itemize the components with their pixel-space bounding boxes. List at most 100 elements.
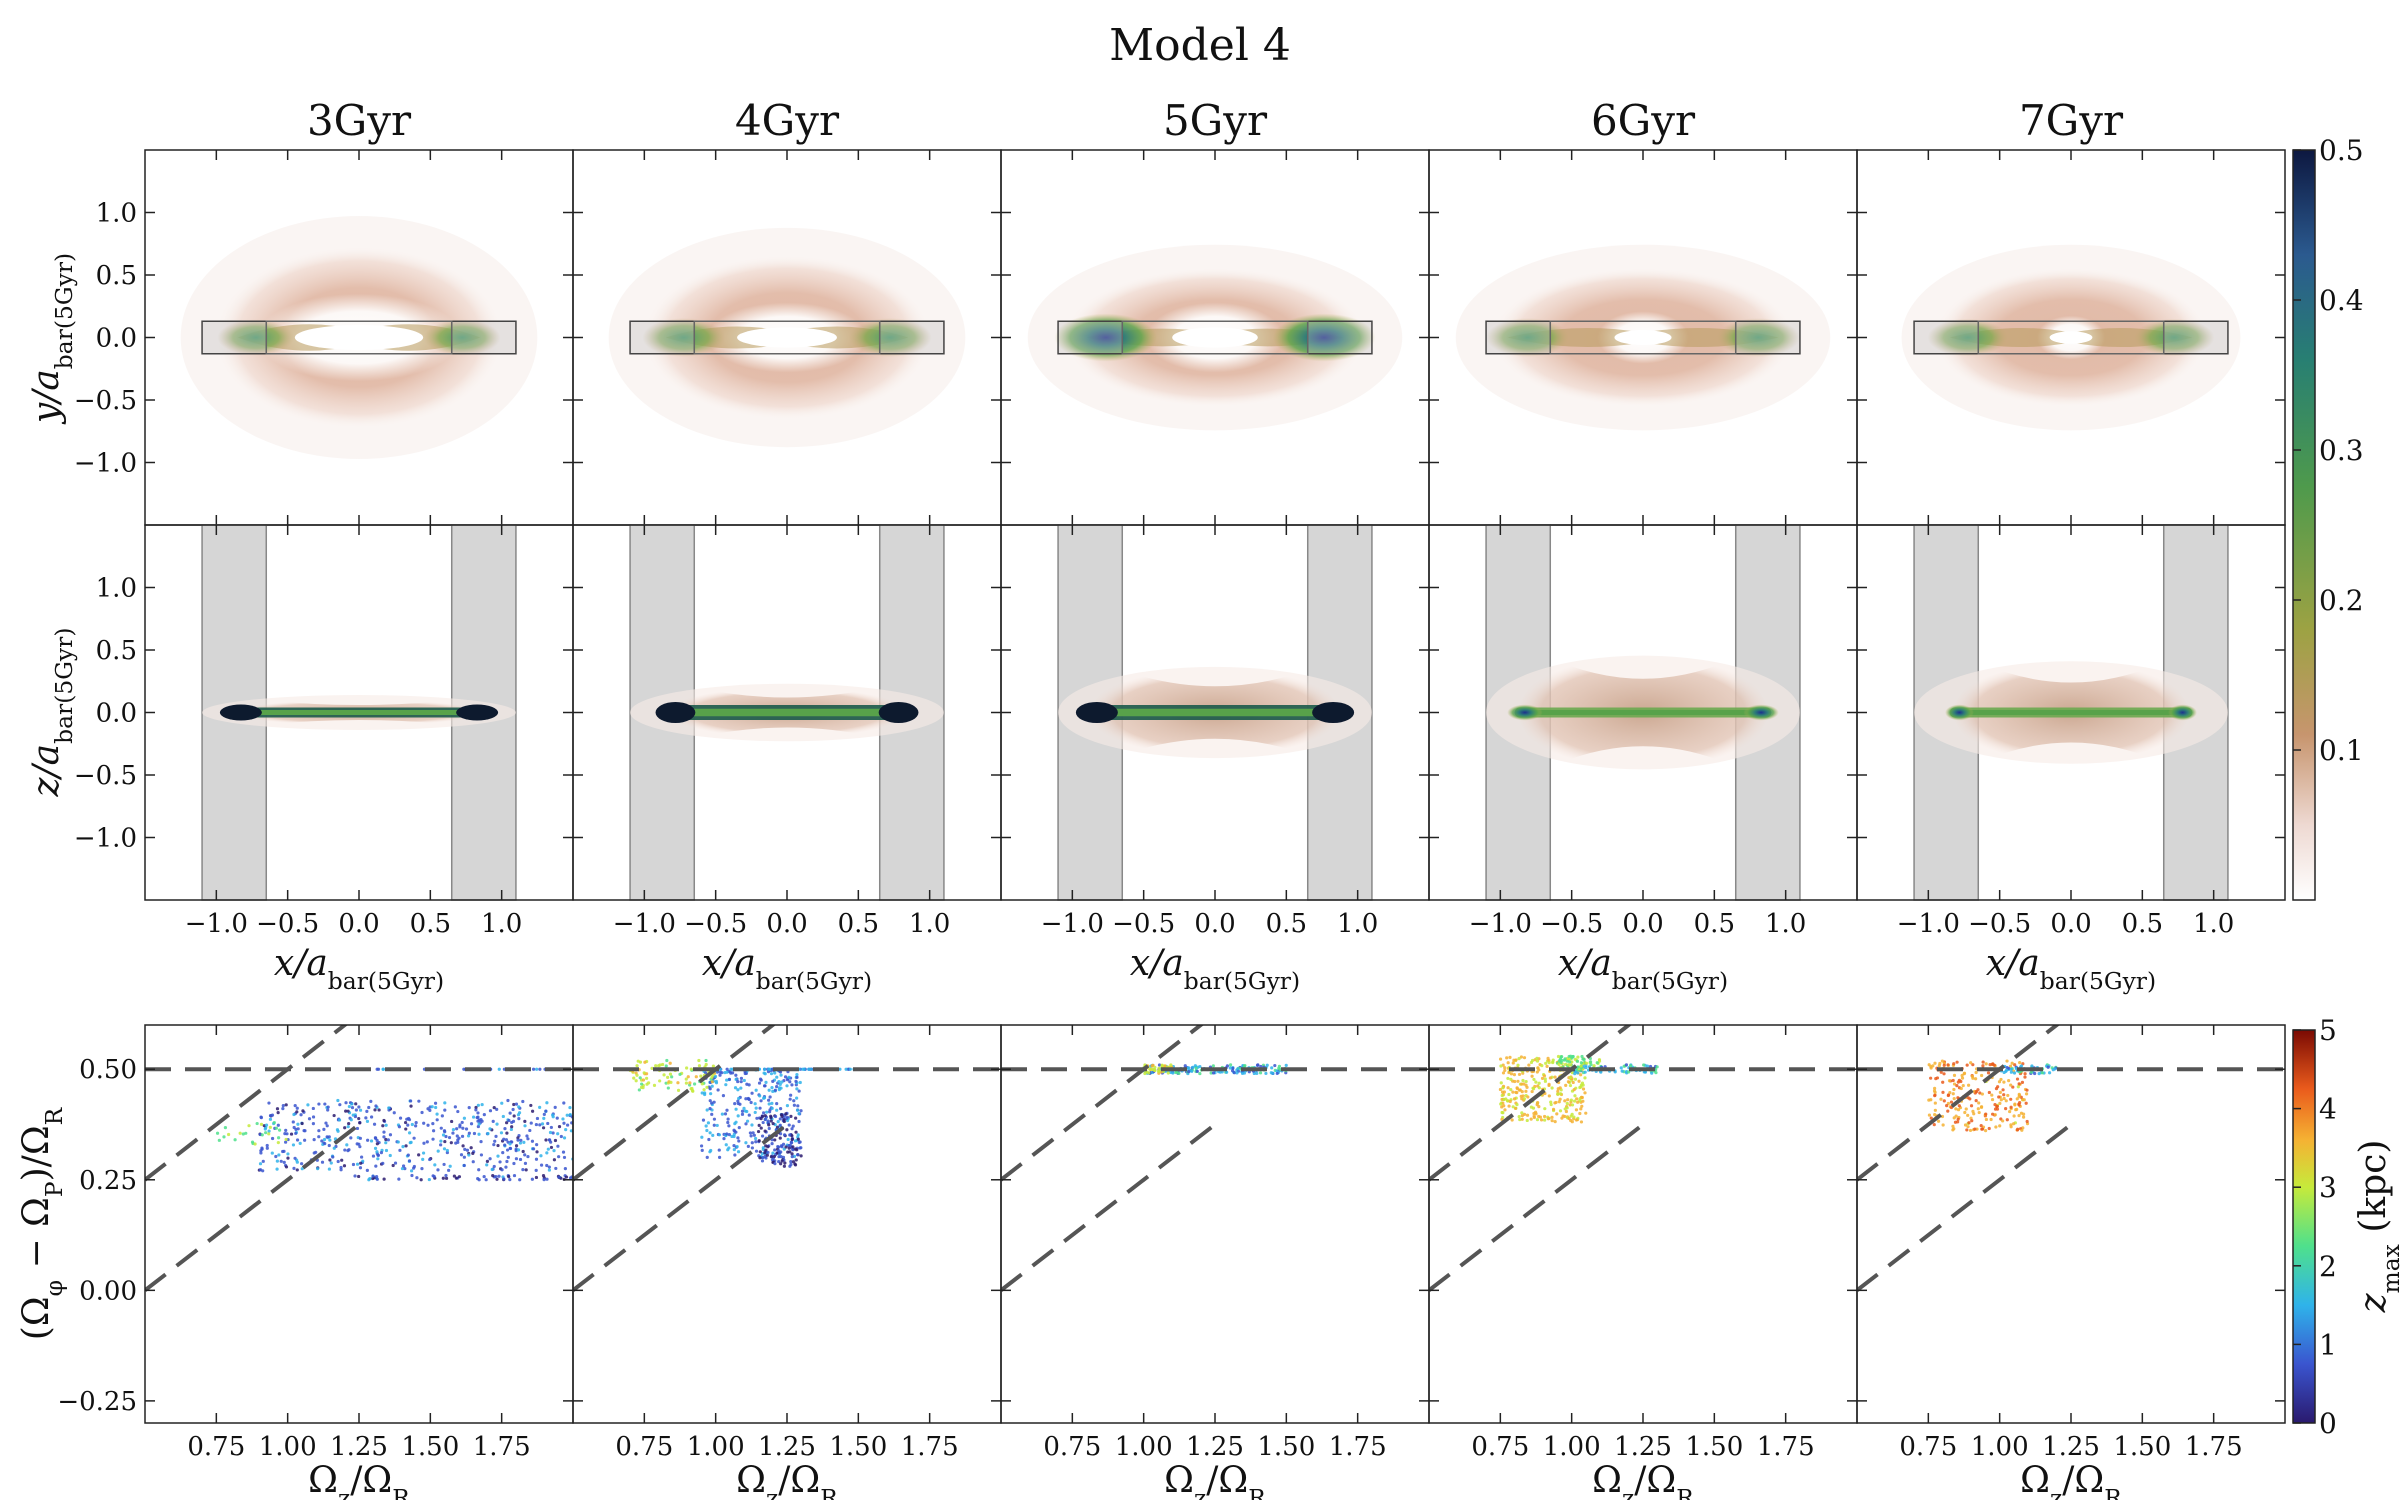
scatter-point [777,1160,781,1164]
scatter-point [1583,1076,1587,1080]
scatter-point [1961,1083,1965,1088]
scatter-point [759,1117,763,1121]
scatter-point [467,1131,471,1135]
scatter-point [471,1160,475,1164]
scatter-point [2015,1077,2020,1081]
scatter-point [1954,1107,1958,1111]
scatter-point [1994,1125,1998,1129]
scatter-point [503,1143,507,1147]
scatter-point [1242,1064,1246,1068]
scatter-point [767,1126,771,1131]
scatter-point [542,1112,546,1117]
scatter-point [460,1120,464,1125]
scatter-point [1991,1112,1995,1116]
scatter-point [347,1122,351,1126]
scatter-point [1211,1071,1216,1075]
scatter-point [412,1136,416,1140]
scatter-point [1980,1127,1985,1131]
scatter-point [795,1075,799,1079]
scatter-point [746,1096,750,1101]
scatter-point [1933,1113,1937,1117]
scatter-point [462,1155,466,1159]
scatter-point [742,1078,746,1083]
scatter-point [1284,1063,1288,1067]
scatter-point [401,1164,406,1168]
scatter-point [384,1141,388,1145]
reference-line-diagonal [1001,1025,1204,1182]
scatter-point [507,1118,511,1123]
scatter-point [1573,1057,1577,1061]
scatter-point [759,1078,763,1082]
scatter-point [1571,1080,1575,1085]
scatter-point [788,1133,792,1137]
scatter-point [764,1156,768,1160]
scatter-point [340,1158,344,1162]
scatter-point [441,1176,445,1180]
scatter-point [1515,1086,1519,1090]
scatter-point [324,1121,328,1125]
scatter-point [502,1137,506,1141]
scatter-point [1624,1063,1629,1067]
scatter-point [494,1174,498,1179]
scatter-point [1242,1071,1246,1075]
scatter-point [343,1148,347,1152]
scatter-point [432,1174,436,1179]
scatter-point [1955,1060,1959,1064]
scatter-point [789,1114,793,1118]
scatter-point [767,1088,771,1092]
scatter-point [776,1120,780,1124]
scatter-point [1565,1101,1569,1106]
scatter-point [1969,1116,1973,1120]
faceon-panel-7Gyr [1856,149,2286,526]
scatter-point [492,1106,496,1110]
edgeon-panel-7Gyr: −1.0 −0.5 0.0 0.5 1.0 x/abar(5Gyr) [1856,524,2286,995]
scatter-point [501,1114,505,1119]
scatter-point [1977,1101,1981,1105]
scatter-point [2002,1093,2006,1097]
scatter-point [1550,1086,1554,1090]
scatter-point [526,1137,530,1141]
scatter-point [795,1087,799,1091]
scatter-point [410,1173,414,1178]
scatter-point [260,1147,264,1151]
scatter-point [1949,1100,1954,1104]
scatter-point [303,1138,307,1142]
scatter-point [1560,1116,1564,1120]
scatter-point [1998,1124,2002,1128]
selection-box [450,320,517,355]
scatter-point [1509,1087,1513,1092]
scatter-point [727,1124,731,1128]
edgeon-panel-4Gyr: −1.0 −0.5 0.0 0.5 1.0 x/abar(5Gyr) [572,524,1002,995]
scatter-point [419,1178,423,1182]
scatter-point [409,1169,414,1173]
scatter-points [215,1067,573,1182]
scatter-point [260,1133,264,1137]
scatter-point [398,1116,403,1120]
scatter-point [788,1080,792,1084]
edgeon-xtick-label: −0.5 [1968,909,2031,939]
scatter-point [775,1125,780,1129]
scatter-point [1572,1115,1576,1119]
scatter-point [742,1106,746,1110]
scatter-point [1939,1097,1943,1101]
scatter-point [563,1167,567,1171]
scatter-point [1548,1076,1552,1080]
scatter-point [284,1103,288,1107]
scatter-point [569,1129,573,1133]
scatter-point [1539,1118,1544,1122]
scatter-point [650,1066,654,1070]
scatter-point [759,1099,763,1103]
scatter-point [809,1067,813,1071]
scatter-point [1933,1061,1937,1065]
scatter-point [417,1099,421,1103]
scatter-point [782,1164,786,1168]
scatter-point [645,1076,649,1080]
scatter-point [1190,1069,1194,1073]
row2-xlabel: x/abar(5Gyr) [1558,943,1728,995]
scatter-point [516,1136,520,1140]
scatter-point [406,1153,410,1157]
scatter-point [1956,1080,1960,1084]
scatter-point [1522,1112,1527,1116]
scatter-point [692,1082,697,1086]
scatter-point [1522,1097,1527,1101]
